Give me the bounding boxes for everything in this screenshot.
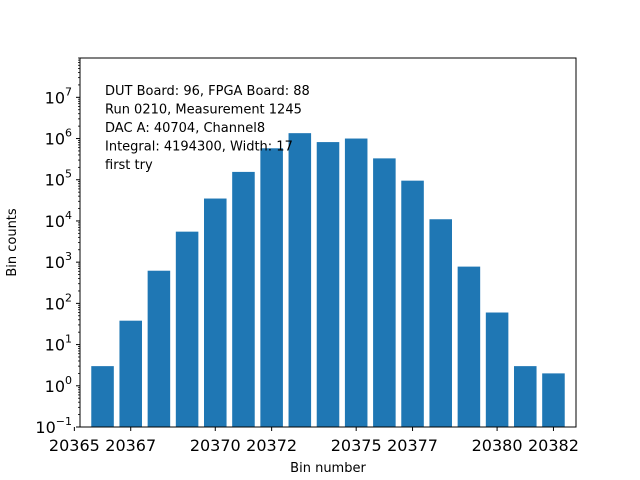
annotation-line: Run 0210, Measurement 1245 [105, 103, 302, 118]
bar [147, 270, 171, 427]
bar [429, 219, 452, 427]
x-tick-label: 20382 [528, 436, 579, 455]
bar [260, 148, 283, 427]
y-tick-label: 107 [45, 85, 72, 107]
x-axis-label: Bin number [290, 461, 366, 476]
bar [514, 366, 537, 427]
bar [316, 142, 340, 427]
bar [373, 158, 396, 428]
bar [91, 366, 114, 427]
y-tick-label: 100 [45, 374, 72, 396]
y-tick-label: 106 [45, 127, 72, 149]
y-tick-label: 101 [45, 333, 72, 355]
annotation-line: Integral: 4194300, Width: 17 [105, 140, 293, 155]
annotation-line: first try [105, 158, 153, 173]
y-tick-label: 10−1 [35, 415, 72, 437]
bar [401, 180, 424, 427]
x-tick-label: 20372 [246, 436, 297, 455]
bar [175, 231, 199, 427]
y-ticks: 10−1 100 101 102 103 104 105 106 107 [35, 85, 80, 437]
x-ticks: 20365 20367 20370 20372 20375 20377 20380 20382 [49, 427, 579, 455]
annotation-line: DUT Board: 96, FPGA Board: 88 [105, 84, 310, 99]
x-tick-label: 20380 [472, 436, 523, 455]
y-axis-label: Bin counts [5, 208, 20, 277]
x-tick-label: 20370 [190, 436, 241, 455]
bar [344, 138, 368, 427]
y-tick-label: 103 [45, 250, 72, 272]
y-tick-label: 102 [45, 291, 72, 313]
x-tick-label: 20375 [331, 436, 382, 455]
annotation-block: DUT Board: 96, FPGA Board: 88 Run 0210, M… [105, 84, 310, 173]
bar [542, 373, 565, 427]
bar [119, 320, 142, 427]
axes-frame [79, 57, 577, 428]
bar [485, 312, 509, 427]
x-tick-label: 20367 [105, 436, 156, 455]
x-tick-label: 20365 [49, 436, 100, 455]
x-tick-label: 20377 [387, 436, 438, 455]
bar [457, 266, 481, 427]
bar [288, 133, 312, 427]
y-tick-label: 104 [45, 209, 72, 231]
annotation-line: DAC A: 40704, Channel8 [105, 121, 265, 136]
y-tick-label: 105 [45, 168, 72, 190]
bar [232, 171, 255, 427]
bar [204, 198, 227, 427]
bars-group [91, 133, 565, 428]
